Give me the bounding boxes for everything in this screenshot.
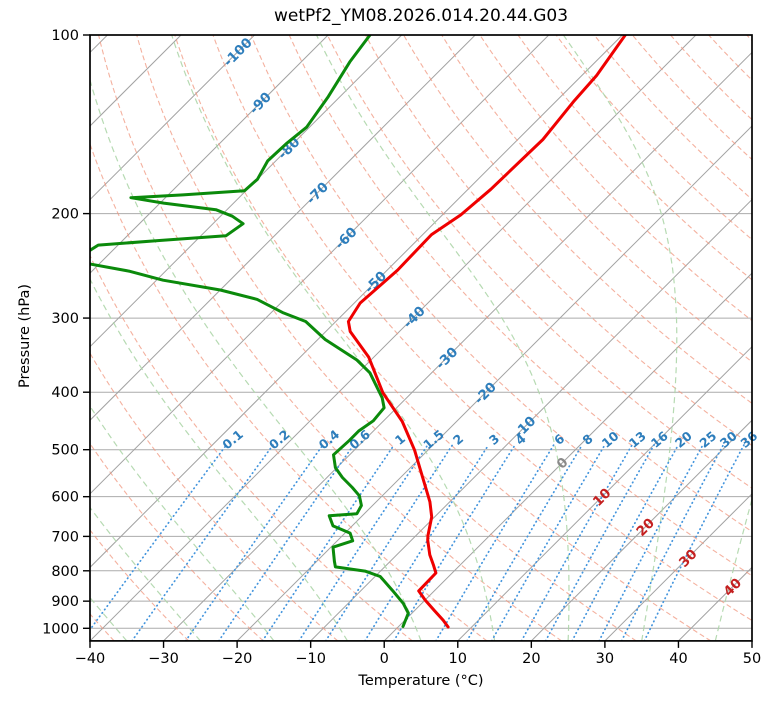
isotherm-label: -90 xyxy=(246,89,275,118)
y-tick-label: 700 xyxy=(51,529,79,545)
x-tick-label: 10 xyxy=(449,651,467,667)
x-tick-labels: −40 −30 −20 −10 0 10 20 30 40 50 xyxy=(75,651,762,667)
mixing-ratio-label: 0.1 xyxy=(219,427,246,453)
mixing-ratio-label: 10 xyxy=(599,428,622,451)
isotherm-label: 30 xyxy=(676,546,701,571)
y-tick-label: 100 xyxy=(51,28,79,44)
isotherm-lines xyxy=(90,35,752,641)
y-tick-label: 800 xyxy=(51,564,79,580)
axis-frame xyxy=(89,34,753,642)
y-tick-label: 300 xyxy=(51,311,79,327)
x-tick-label: 20 xyxy=(522,651,540,667)
moist-adiabats xyxy=(90,35,752,641)
x-tick-label: −10 xyxy=(295,651,326,667)
isotherm-label: -50 xyxy=(362,268,391,297)
x-tick-label: 30 xyxy=(596,651,614,667)
mixing-ratio-lines xyxy=(90,443,745,641)
x-tick-label: 0 xyxy=(380,651,389,667)
x-tick-label: 50 xyxy=(743,651,761,667)
y-tick-label: 500 xyxy=(51,443,79,459)
x-tick-label: −40 xyxy=(75,651,106,667)
dry-adiabats xyxy=(90,35,752,641)
x-tick-label: 40 xyxy=(669,651,687,667)
dewpoint-line xyxy=(90,35,410,628)
isotherm-label: -100 xyxy=(221,35,256,70)
x-tick-label: −30 xyxy=(148,651,179,667)
sounding-profiles xyxy=(90,35,627,629)
y-tick-labels: 100 200 300 400 500 600 700 800 900 1000 xyxy=(42,28,79,637)
isotherm-label: -70 xyxy=(303,179,332,208)
isotherm-label: 0 xyxy=(554,455,572,473)
y-tick-label: 200 xyxy=(51,207,79,223)
isotherm-label: -20 xyxy=(471,379,500,408)
mixing-ratio-label: 8 xyxy=(579,431,595,448)
mixing-ratio-label: 13 xyxy=(626,428,649,451)
mixing-ratio-label: 20 xyxy=(672,428,695,451)
x-tick-label: −20 xyxy=(222,651,253,667)
y-tick-label: 400 xyxy=(51,385,79,401)
isotherm-label: 40 xyxy=(721,575,746,600)
x-axis-label: Temperature (°C) xyxy=(358,673,484,689)
isotherm-label: -60 xyxy=(332,224,361,253)
mixing-ratio-label: 3 xyxy=(486,431,502,448)
isotherm-label: -30 xyxy=(433,344,462,373)
y-tick-label: 900 xyxy=(51,594,79,610)
isotherm-label: -40 xyxy=(400,303,429,332)
mixing-ratio-label: 1.5 xyxy=(420,427,447,453)
y-tick-label: 600 xyxy=(51,490,79,506)
plot-title: wetPf2_YM08.2026.014.20.44.G03 xyxy=(273,6,569,26)
y-tick-label: 1000 xyxy=(42,621,79,637)
mixing-ratio-label: 1 xyxy=(392,431,408,448)
x-ticks xyxy=(89,640,753,648)
isotherm-label: 10 xyxy=(590,485,615,510)
temperature-line xyxy=(346,35,627,629)
y-ticks xyxy=(83,34,90,629)
